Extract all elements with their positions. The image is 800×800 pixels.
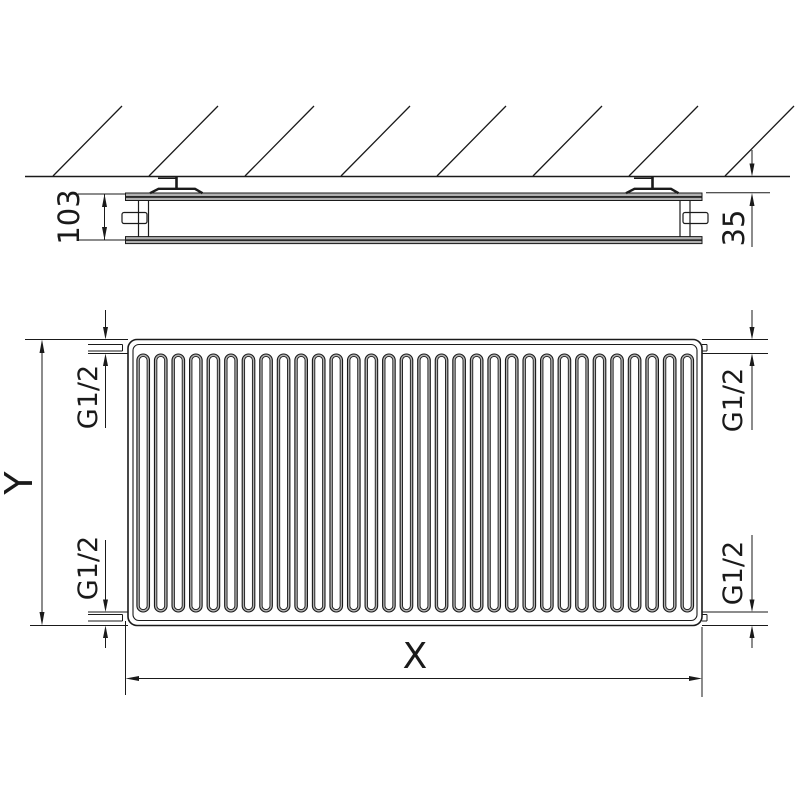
fin-inner xyxy=(542,355,552,611)
bottom-panel-outer xyxy=(125,239,703,245)
fin-inner xyxy=(244,355,253,611)
fin-inner xyxy=(209,355,218,611)
right-header-pipes xyxy=(679,200,691,237)
arrow-down-icon xyxy=(749,599,755,612)
wall-hatch-lines xyxy=(52,105,795,177)
right-wall-bracket xyxy=(625,177,680,195)
fin-inner xyxy=(173,355,183,611)
fin-inner xyxy=(314,355,324,611)
right-connection-stub-side xyxy=(682,211,709,225)
top-panel-outer xyxy=(125,192,703,198)
arrow-down-icon xyxy=(102,227,107,240)
fin-inner xyxy=(191,355,201,611)
connection-label: G1/2 xyxy=(718,368,749,432)
connection-label: G1/2 xyxy=(73,365,104,429)
connection-bottom-right: G1/2 xyxy=(702,535,768,648)
arrow-left-icon xyxy=(125,676,139,681)
arrow-down-icon xyxy=(103,599,108,612)
fin-inner xyxy=(331,355,341,611)
arrow-right-icon xyxy=(689,676,702,681)
fin-inner xyxy=(489,355,499,611)
connection-top-right: G1/2 xyxy=(702,310,768,432)
connection-label: G1/2 xyxy=(73,536,104,600)
radiator-side-profile xyxy=(121,192,709,245)
arrow-down-icon xyxy=(103,327,108,340)
front-view: G1/2 G1/2 G1/2 G1/2 Y xyxy=(0,310,768,697)
width-dim-label: X xyxy=(403,636,428,677)
height-dim-label: Y xyxy=(0,471,41,496)
width-dimension: X xyxy=(125,621,703,697)
left-wall-bracket xyxy=(149,177,204,195)
fin-inner xyxy=(665,355,675,611)
fin-inner xyxy=(261,355,271,611)
arrow-down-icon xyxy=(749,327,755,340)
connection-label: G1/2 xyxy=(718,541,749,605)
fin-inner xyxy=(454,355,464,611)
fin-inner xyxy=(595,355,604,611)
fin-inner xyxy=(279,355,288,611)
left-connection-stub-side xyxy=(121,211,148,225)
fin-inner xyxy=(647,355,657,611)
height-dimension: Y xyxy=(0,339,45,626)
arrow-up-icon xyxy=(39,339,45,353)
fin-inner xyxy=(156,355,166,611)
fin-inner xyxy=(349,355,359,611)
fin-inner xyxy=(384,355,394,611)
fin-inner xyxy=(577,355,587,611)
fin-inner xyxy=(612,355,622,611)
fin-inner xyxy=(630,355,639,611)
fin-inner xyxy=(560,355,569,611)
fin-inner xyxy=(138,355,148,611)
depth-dimension: 103 xyxy=(52,189,125,245)
fin-inner xyxy=(507,355,517,611)
fin-inner xyxy=(419,355,429,611)
arrow-up-icon xyxy=(103,625,108,638)
fin-inner xyxy=(437,355,446,611)
arrow-down-icon xyxy=(39,612,45,626)
fin-inner xyxy=(296,355,306,611)
fin-inner xyxy=(226,355,236,611)
connection-top-left: G1/2 xyxy=(25,310,128,429)
fin-inner xyxy=(524,355,534,611)
fin-inner xyxy=(682,355,692,611)
wall-distance-label: 35 xyxy=(717,210,751,247)
fin-inner xyxy=(472,355,482,611)
radiator-front-inner-border xyxy=(132,343,698,622)
fin-inner xyxy=(402,355,411,611)
arrow-down-icon xyxy=(749,163,755,177)
arrow-up-icon xyxy=(749,625,755,638)
arrow-up-icon xyxy=(749,193,755,206)
connection-bottom-left: G1/2 xyxy=(30,536,128,648)
fin-inner xyxy=(367,355,376,611)
side-view: 103 35 xyxy=(25,105,795,247)
fins xyxy=(136,353,695,613)
left-header-pipes xyxy=(137,200,150,237)
wall-distance-dimension: 35 xyxy=(706,150,770,247)
depth-dim-label: 103 xyxy=(52,189,86,244)
arrow-up-icon xyxy=(102,194,107,207)
bottom-panel-inner xyxy=(125,236,703,241)
arrow-up-icon xyxy=(103,353,108,366)
top-panel-inner xyxy=(125,196,703,202)
arrow-up-icon xyxy=(749,353,755,366)
